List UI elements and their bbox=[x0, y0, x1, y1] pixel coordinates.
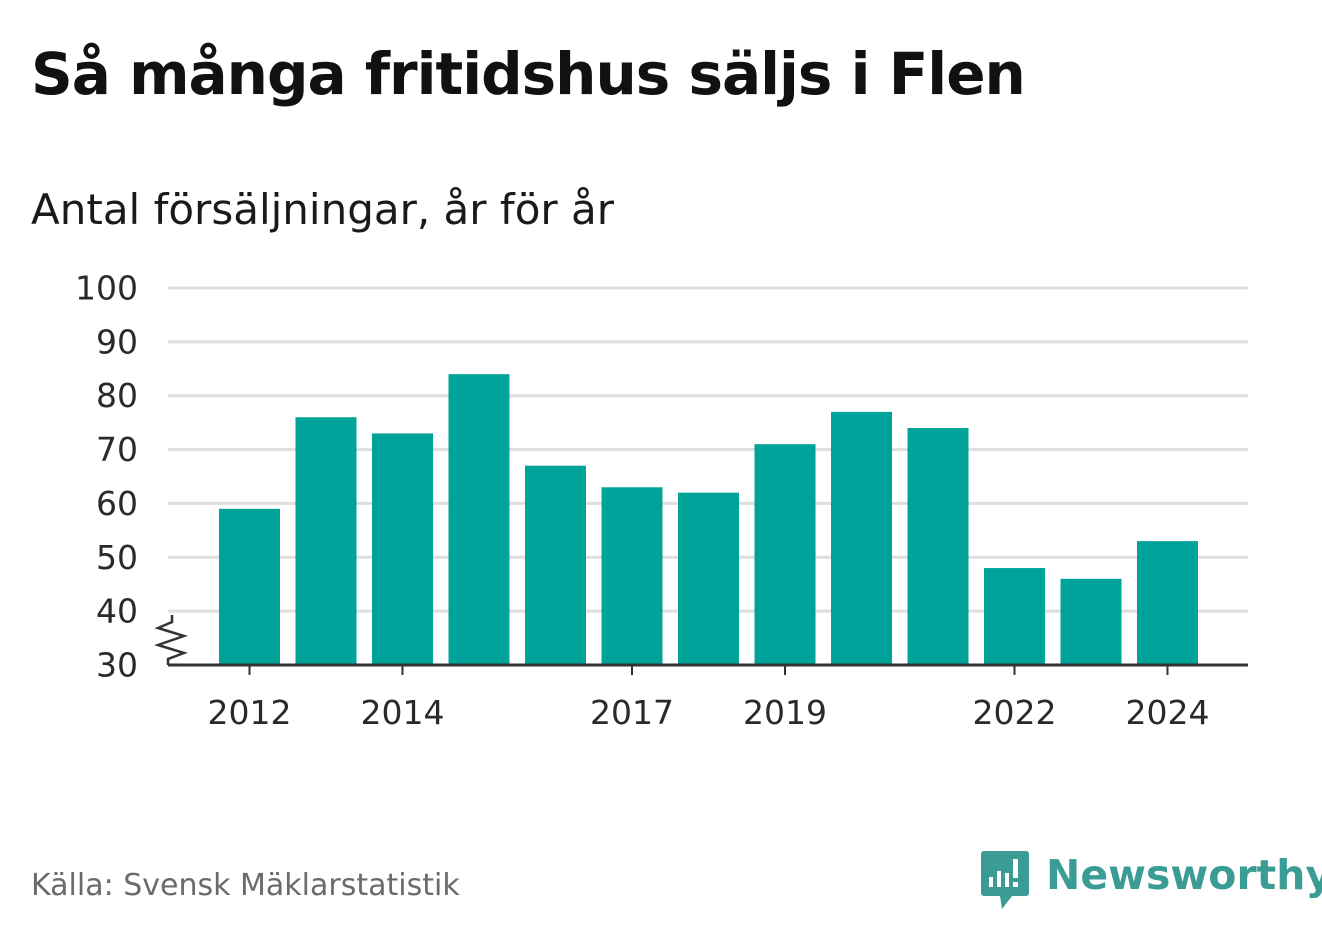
y-tick-label: 90 bbox=[96, 322, 138, 361]
x-tick-label: 2017 bbox=[590, 693, 674, 732]
newsworthy-logo-icon bbox=[981, 851, 1029, 909]
bar-2014 bbox=[372, 433, 433, 665]
bar-2020 bbox=[831, 411, 892, 665]
x-tick-label: 2019 bbox=[743, 693, 827, 732]
brand-name: Newsworthy bbox=[1046, 851, 1322, 899]
y-tick-label: 50 bbox=[96, 538, 138, 577]
chart-subtitle: Antal försäljningar, år för år bbox=[31, 185, 615, 234]
source-note: Källa: Svensk Mäklarstatistik bbox=[31, 868, 460, 903]
x-tick-label: 2014 bbox=[361, 693, 445, 732]
bar-2019 bbox=[754, 444, 816, 665]
x-tick-label: 2012 bbox=[208, 693, 292, 732]
bar-2018 bbox=[678, 492, 739, 665]
bar-2013 bbox=[295, 417, 357, 665]
y-tick-label: 100 bbox=[75, 269, 138, 308]
y-tick-label: 30 bbox=[96, 646, 138, 685]
y-tick-label: 60 bbox=[96, 484, 138, 523]
y-tick-label: 80 bbox=[96, 376, 138, 415]
y-axis-tick-labels: 30 40 50 60 70 80 90 100 bbox=[75, 269, 138, 685]
bar-2012 bbox=[219, 508, 280, 665]
axis-break-zigzag bbox=[153, 615, 189, 665]
x-tick-label: 2024 bbox=[1126, 693, 1210, 732]
brand-logo: Newsworthy bbox=[980, 848, 1322, 912]
chart-title: Så många fritidshus säljs i Flen bbox=[31, 40, 1026, 108]
y-tick-label: 40 bbox=[96, 592, 138, 631]
bar-2015 bbox=[448, 374, 510, 665]
bar-2016 bbox=[525, 465, 586, 665]
bars bbox=[219, 374, 1198, 665]
y-tick-label: 70 bbox=[96, 430, 138, 469]
x-tick-label: 2022 bbox=[973, 693, 1057, 732]
bar-2024 bbox=[1137, 541, 1198, 665]
axis-break-icon bbox=[153, 615, 189, 665]
bar-2017 bbox=[601, 487, 663, 665]
bar-2021 bbox=[907, 428, 969, 665]
bar-2023 bbox=[1060, 578, 1122, 665]
bar-2022 bbox=[984, 568, 1045, 665]
x-axis-tick-labels: 2012 2014 2017 2019 2022 2024 bbox=[208, 665, 1210, 732]
